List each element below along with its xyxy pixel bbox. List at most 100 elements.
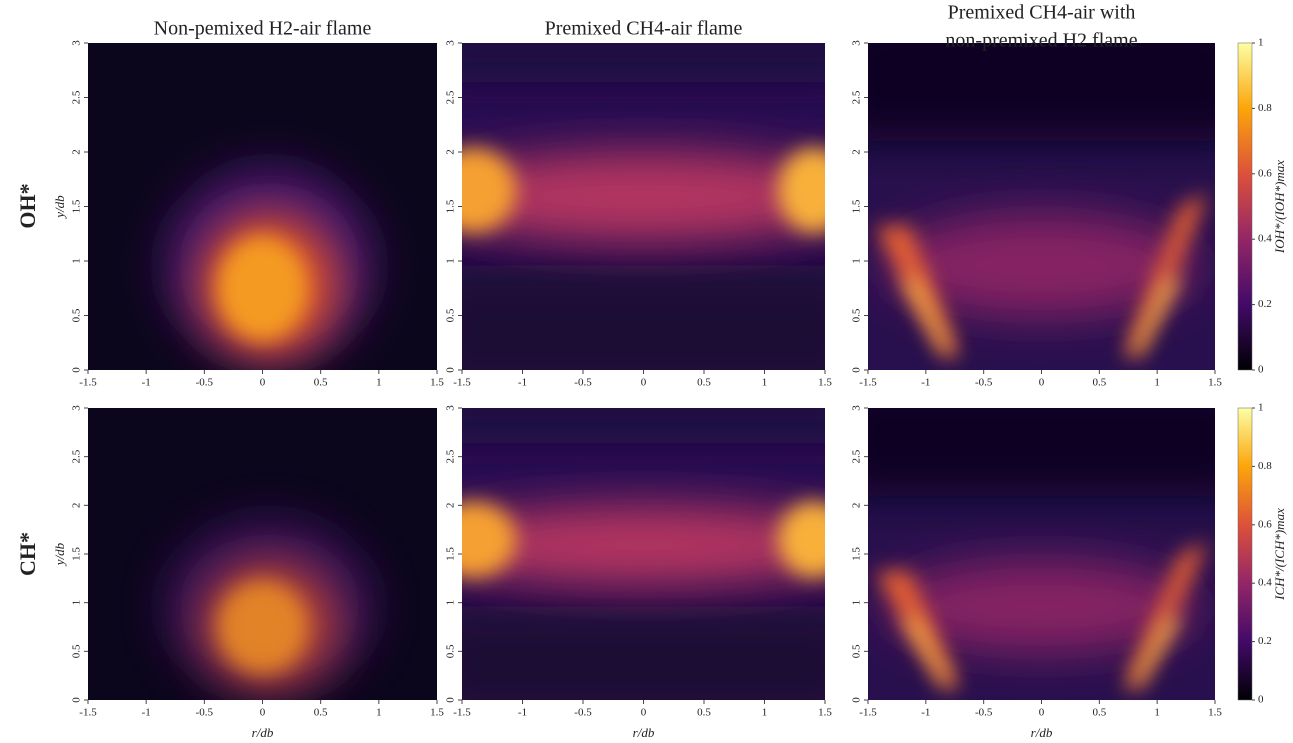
x-tick-label: -0.5 xyxy=(574,707,592,719)
x-tick-label: -1.5 xyxy=(79,377,97,389)
heatmap-region xyxy=(902,618,952,686)
row-label: OH* xyxy=(15,183,40,228)
y-tick-label: 1.5 xyxy=(851,199,863,213)
colorbar xyxy=(1237,42,1253,371)
row-label: CH* xyxy=(15,532,40,576)
colorbar-tick-label: 1 xyxy=(1258,402,1264,414)
y-tick-label: 0 xyxy=(851,367,863,373)
y-tick-label: 3 xyxy=(851,40,863,46)
x-tick-label: 1 xyxy=(762,707,768,719)
y-tick-label: 1 xyxy=(445,258,457,264)
heatmap xyxy=(462,408,825,700)
heatmap xyxy=(88,408,437,700)
colorbar-tick-label: 1 xyxy=(1258,37,1264,49)
x-tick-label: 1 xyxy=(1154,377,1160,389)
y-tick-label: 3 xyxy=(71,40,83,46)
x-tick-label: 1.5 xyxy=(818,707,832,719)
x-tick-label: 0.5 xyxy=(697,707,711,719)
heatmap-region xyxy=(462,147,517,233)
y-tick-label: 0 xyxy=(71,697,83,703)
x-tick-label: -1.5 xyxy=(453,377,471,389)
x-tick-label: 0 xyxy=(1039,707,1045,719)
colorbar-tick-label: 0.2 xyxy=(1258,298,1272,310)
x-tick-label: -1 xyxy=(921,707,930,719)
y-tick-label: 1.5 xyxy=(445,547,457,561)
y-tick-label: 2 xyxy=(71,503,83,509)
x-tick-label: 1.5 xyxy=(430,377,444,389)
x-tick-label: -1 xyxy=(142,377,151,389)
heatmap xyxy=(88,43,437,370)
y-tick-label: 1 xyxy=(445,600,457,606)
x-tick-label: 0 xyxy=(260,377,266,389)
x-tick-label: -1.5 xyxy=(859,707,877,719)
heatmap-region xyxy=(777,501,825,578)
y-tick-label: 1.5 xyxy=(445,199,457,213)
heatmap-region xyxy=(462,606,825,700)
y-tick-label: 2.5 xyxy=(445,449,457,463)
y-tick-label: 2 xyxy=(71,149,83,155)
colorbar-tick-label: 0 xyxy=(1258,364,1264,376)
x-tick-label: 1 xyxy=(1154,707,1160,719)
heatmap xyxy=(868,408,1215,700)
y-tick-label: 0.5 xyxy=(851,308,863,322)
x-tick-label: -1.5 xyxy=(453,707,471,719)
y-tick-label: 1.5 xyxy=(71,199,83,213)
heatmap-region xyxy=(462,501,517,578)
y-tick-label: 0.5 xyxy=(851,644,863,658)
x-tick-label: 0.5 xyxy=(314,377,328,389)
x-tick-label: 1 xyxy=(376,707,382,719)
colorbar-tick-label: 0.4 xyxy=(1258,233,1272,245)
x-tick-label: -1 xyxy=(518,707,527,719)
x-tick-label: -1.5 xyxy=(859,377,877,389)
y-tick-label: 1 xyxy=(851,258,863,264)
y-tick-label: 0 xyxy=(71,367,83,373)
x-tick-label: 0 xyxy=(260,707,266,719)
x-tick-label: 0 xyxy=(1039,377,1045,389)
y-tick-label: 0.5 xyxy=(445,308,457,322)
x-tick-label: 1.5 xyxy=(1208,377,1222,389)
panel-title: Premixed CH4-air with xyxy=(948,2,1136,24)
heatmap-region xyxy=(777,147,825,233)
y-axis-label: y/db xyxy=(52,542,67,567)
colorbar-label: IOH*/(IOH*)max xyxy=(1272,160,1287,254)
x-tick-label: -1 xyxy=(921,377,930,389)
x-tick-label: 1.5 xyxy=(1208,707,1222,719)
colorbar-tick-label: 0.2 xyxy=(1258,635,1272,647)
y-tick-label: 0.5 xyxy=(71,644,83,658)
panel-title: Non-pemixed H2-air flame xyxy=(154,18,372,40)
heatmap xyxy=(462,43,825,370)
y-tick-label: 2.5 xyxy=(445,90,457,104)
x-tick-label: 0.5 xyxy=(1092,707,1106,719)
heatmap-region xyxy=(1131,278,1181,354)
colorbar-tick-label: 0.6 xyxy=(1258,518,1272,530)
heatmap-region xyxy=(217,580,308,674)
heatmap-region xyxy=(462,504,825,587)
y-tick-label: 1.5 xyxy=(71,547,83,561)
colorbar-tick-label: 0.4 xyxy=(1258,577,1272,589)
colorbar-tick-label: 0.8 xyxy=(1258,460,1272,472)
y-tick-label: 0.5 xyxy=(445,644,457,658)
x-tick-label: -1 xyxy=(518,377,527,389)
x-tick-label: -0.5 xyxy=(196,377,214,389)
x-tick-label: -1.5 xyxy=(79,707,97,719)
x-axis-label: r/db xyxy=(1031,725,1053,740)
x-axis-label: r/db xyxy=(633,725,655,740)
y-tick-label: 2 xyxy=(445,149,457,155)
y-tick-label: 0 xyxy=(445,367,457,373)
y-tick-label: 1 xyxy=(851,600,863,606)
colorbar-label: ICH*/(ICH*)max xyxy=(1272,508,1287,601)
y-tick-label: 0 xyxy=(445,697,457,703)
colorbar xyxy=(1237,407,1253,701)
x-tick-label: 1.5 xyxy=(818,377,832,389)
y-tick-label: 2.5 xyxy=(71,90,83,104)
y-tick-label: 3 xyxy=(71,405,83,411)
y-tick-label: 0 xyxy=(851,697,863,703)
y-tick-label: 1 xyxy=(71,600,83,606)
x-tick-label: 0 xyxy=(641,377,647,389)
x-tick-label: 1 xyxy=(762,377,768,389)
y-tick-label: 1.5 xyxy=(851,547,863,561)
x-tick-label: -0.5 xyxy=(574,377,592,389)
y-tick-label: 3 xyxy=(445,405,457,411)
heatmap-region xyxy=(902,278,952,354)
